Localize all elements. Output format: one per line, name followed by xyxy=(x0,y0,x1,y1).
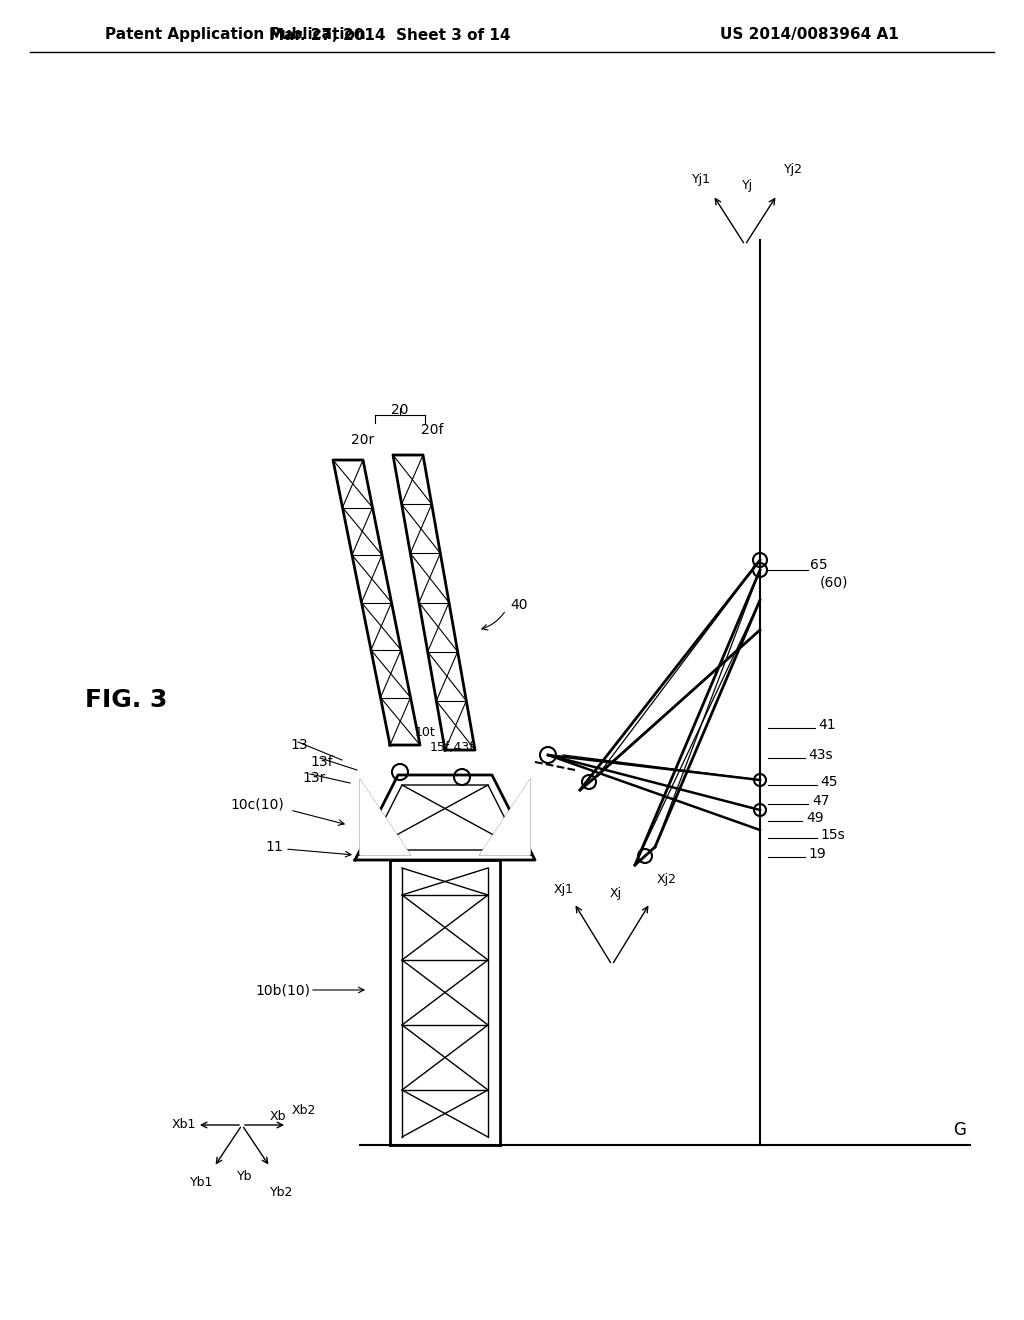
Polygon shape xyxy=(360,780,410,855)
Text: Xj: Xj xyxy=(610,887,622,899)
Text: 49: 49 xyxy=(806,810,823,825)
Text: 10c(10): 10c(10) xyxy=(230,799,284,812)
Text: Xb2: Xb2 xyxy=(292,1105,316,1118)
Text: 47: 47 xyxy=(812,795,829,808)
Text: 11: 11 xyxy=(265,840,283,854)
Text: Xb: Xb xyxy=(269,1110,287,1122)
Text: 19: 19 xyxy=(808,847,825,861)
Text: Xj1: Xj1 xyxy=(554,883,574,895)
Text: Xj2: Xj2 xyxy=(657,874,677,887)
FancyArrowPatch shape xyxy=(482,612,505,630)
Text: Yj1: Yj1 xyxy=(691,173,711,186)
Text: 65: 65 xyxy=(810,558,827,572)
Text: Yb1: Yb1 xyxy=(190,1176,214,1189)
Text: 20: 20 xyxy=(391,403,409,417)
Text: (60): (60) xyxy=(820,576,849,589)
Text: Yb: Yb xyxy=(238,1171,253,1184)
Text: 15f,43f: 15f,43f xyxy=(430,741,475,754)
Text: Patent Application Publication: Patent Application Publication xyxy=(105,28,366,42)
Text: 41: 41 xyxy=(818,718,836,733)
Text: G: G xyxy=(953,1121,967,1139)
Text: 20r: 20r xyxy=(351,433,375,447)
Text: 43s: 43s xyxy=(808,748,833,762)
Text: Yj: Yj xyxy=(742,178,754,191)
Text: 20f: 20f xyxy=(421,422,443,437)
Text: Mar. 27, 2014  Sheet 3 of 14: Mar. 27, 2014 Sheet 3 of 14 xyxy=(269,28,511,42)
Text: 13f: 13f xyxy=(310,755,333,770)
Text: FIG. 3: FIG. 3 xyxy=(85,688,167,711)
Text: 10b(10): 10b(10) xyxy=(255,983,310,997)
Text: Yb2: Yb2 xyxy=(270,1187,294,1200)
Polygon shape xyxy=(480,780,530,855)
Text: Yj2: Yj2 xyxy=(783,164,803,177)
Text: 10t: 10t xyxy=(415,726,436,738)
Text: 13r: 13r xyxy=(302,771,326,785)
Text: 40: 40 xyxy=(510,598,527,612)
Text: 45: 45 xyxy=(820,775,838,789)
Text: 13: 13 xyxy=(290,738,307,752)
Text: 15s: 15s xyxy=(820,828,845,842)
Text: Xb1: Xb1 xyxy=(172,1118,197,1131)
Text: US 2014/0083964 A1: US 2014/0083964 A1 xyxy=(720,28,899,42)
